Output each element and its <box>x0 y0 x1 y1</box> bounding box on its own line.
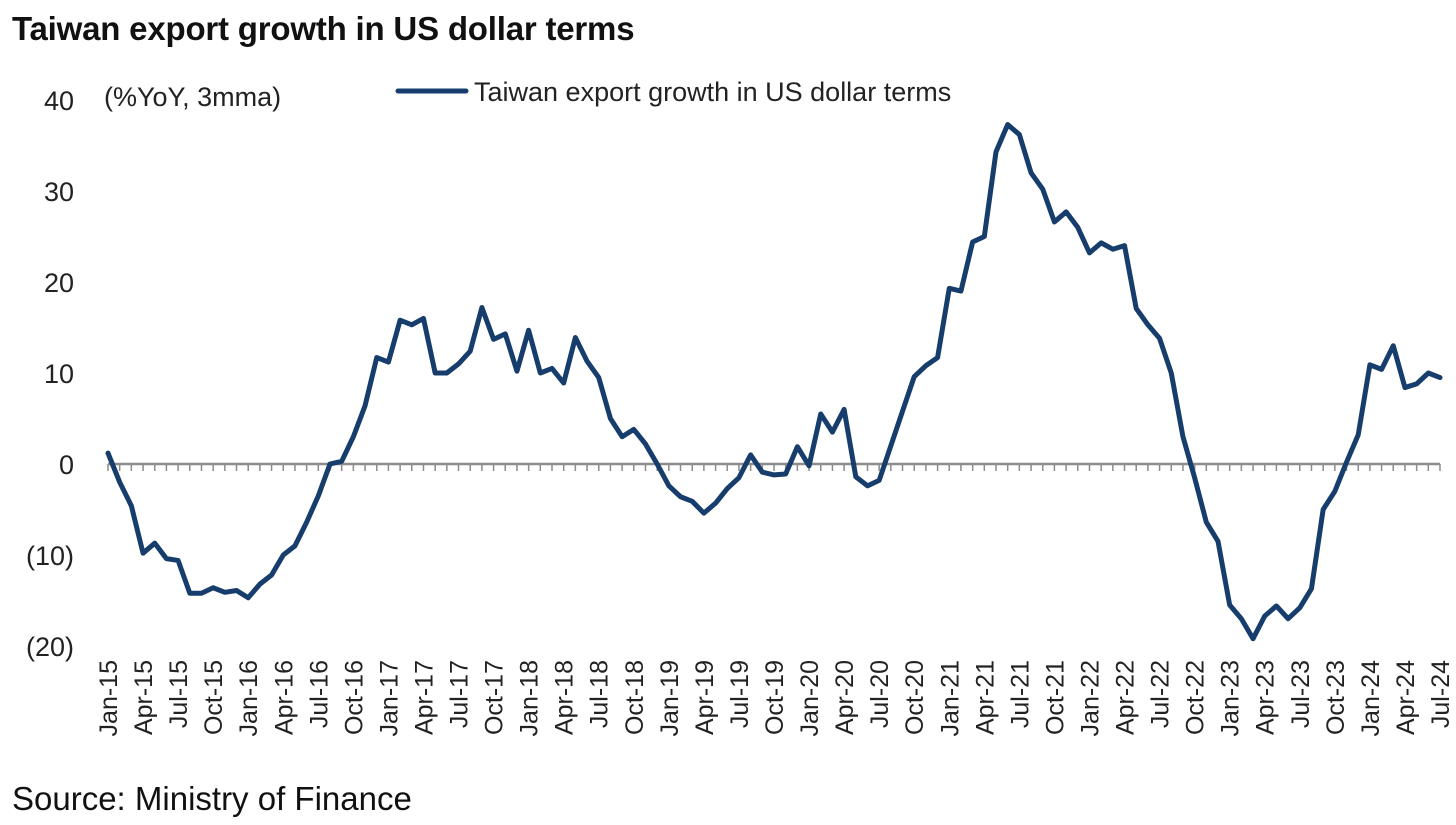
x-tick-label: Jan-16 <box>235 660 263 736</box>
x-tick-label: Jan-19 <box>656 660 684 736</box>
x-tick-label: Apr-21 <box>971 660 999 735</box>
unit-label: (%YoY, 3mma) <box>104 82 281 112</box>
series-line <box>105 122 1443 642</box>
y-tick-label: 30 <box>44 177 74 207</box>
x-tick-label: Jan-23 <box>1217 660 1245 736</box>
plot-area <box>105 122 1443 642</box>
x-tick-label: Jan-24 <box>1357 660 1385 737</box>
x-tick-label: Jul-17 <box>446 660 474 728</box>
chart-title: Taiwan export growth in US dollar terms <box>12 10 635 47</box>
x-tick-label: Apr-22 <box>1112 660 1140 735</box>
x-tick-label: Jan-20 <box>796 660 824 736</box>
x-tick-label: Oct-22 <box>1182 660 1210 735</box>
x-tick-label: Jul-19 <box>726 660 754 728</box>
y-tick-label: 40 <box>44 86 74 116</box>
x-tick-label: Jan-17 <box>375 660 403 736</box>
x-axis: Jan-15 Apr-15 Jul-15 Oct-15 Jan-16 Apr-16 Jul-… <box>95 462 1455 737</box>
x-tick-label: Apr-24 <box>1392 660 1420 735</box>
x-tick-label: Oct-18 <box>621 660 649 735</box>
x-tick-label: Apr-19 <box>691 660 719 735</box>
x-tick-label: Oct-16 <box>340 660 368 735</box>
y-axis: 40 30 20 10 0 (10) (20) <box>26 86 74 662</box>
y-tick-label: 10 <box>44 359 74 389</box>
x-tick-label: Jul-23 <box>1287 660 1315 728</box>
source-note: Source: Ministry of Finance <box>12 780 412 817</box>
x-tick-label: Jan-15 <box>95 660 123 736</box>
y-tick-label: (10) <box>26 541 74 571</box>
legend-label: Taiwan export growth in US dollar terms <box>474 77 951 107</box>
x-tick-label: Jul-22 <box>1147 660 1175 728</box>
x-tick-label: Apr-20 <box>831 660 859 735</box>
x-tick-label: Jul-18 <box>586 660 614 728</box>
x-tick-label: Jan-22 <box>1076 660 1104 736</box>
x-tick-label: Apr-15 <box>130 660 158 735</box>
x-tick-label: Jul-16 <box>305 660 333 728</box>
x-tick-label: Oct-15 <box>200 660 228 735</box>
x-tick-label: Apr-17 <box>410 660 438 735</box>
x-tick-label: Oct-23 <box>1322 660 1350 735</box>
legend: Taiwan export growth in US dollar terms <box>395 77 951 107</box>
x-tick-label: Jul-15 <box>165 660 193 728</box>
x-tick-label: Oct-17 <box>481 660 509 735</box>
x-tick-label: Apr-16 <box>270 660 298 735</box>
x-tick-label: Oct-19 <box>761 660 789 735</box>
x-tick-label: Jul-24 <box>1427 660 1455 728</box>
x-tick-label: Jan-21 <box>936 660 964 736</box>
x-tick-label: Apr-18 <box>551 660 579 735</box>
y-tick-label: 20 <box>44 268 74 298</box>
x-tick-label: Oct-21 <box>1041 660 1069 735</box>
x-tick-label: Jan-18 <box>516 660 544 736</box>
x-tick-label: Jul-21 <box>1006 660 1034 728</box>
x-tick-label: Oct-20 <box>901 660 929 735</box>
y-tick-label: 0 <box>59 450 74 480</box>
x-tick-label: Jul-20 <box>866 660 894 728</box>
y-tick-label: (20) <box>26 632 74 662</box>
x-tick-label: Apr-23 <box>1252 660 1280 735</box>
